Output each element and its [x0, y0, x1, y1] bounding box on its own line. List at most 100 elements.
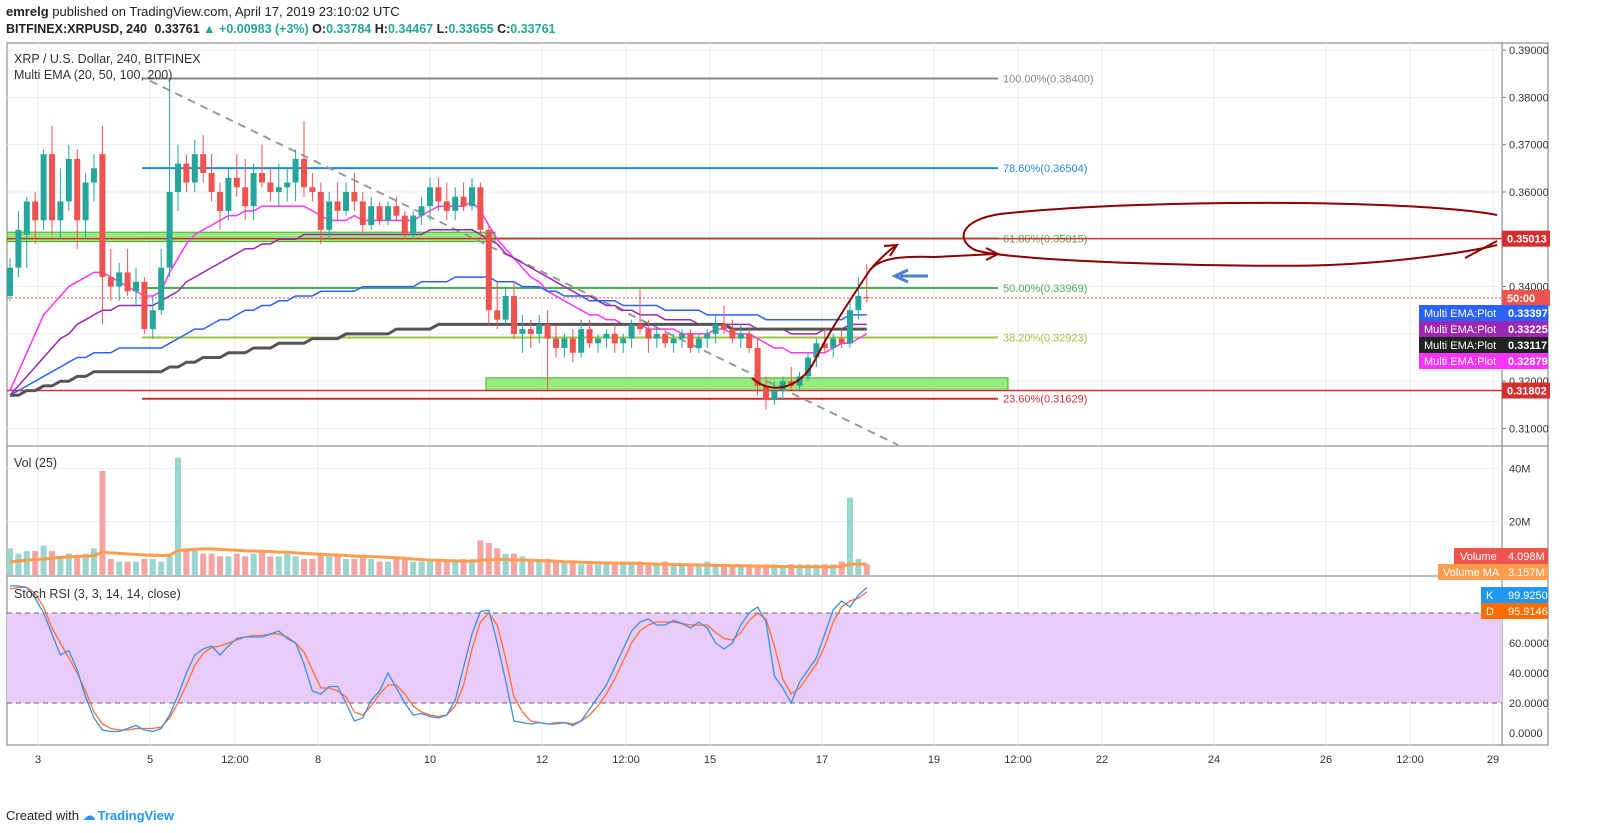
up-arrow-icon: ▲	[203, 22, 216, 36]
volume-tick-label: 40M	[1509, 463, 1530, 475]
fib-level-label: 38.20%(0.32923)	[1003, 333, 1087, 345]
candle-body	[292, 158, 299, 183]
x-tick-label: 12:00	[221, 754, 249, 766]
y-tick-label: 0.36000	[1509, 187, 1549, 199]
candle-body	[595, 338, 601, 344]
candle-body	[611, 333, 618, 344]
high-label: H:	[374, 22, 388, 36]
ema-plot-label: Multi EMA:Plot	[1424, 356, 1496, 368]
price-change: +0.00983 (+3%)	[219, 22, 309, 36]
volume-bar	[821, 564, 828, 575]
x-tick-label: 15	[704, 754, 716, 766]
x-tick-label: 12:00	[1004, 754, 1032, 766]
candle-body	[225, 177, 232, 211]
volume-bar	[141, 559, 148, 575]
volume-bar	[603, 561, 610, 575]
volume-bar	[721, 564, 727, 575]
candle-body	[452, 196, 459, 211]
open-value: 0.33784	[326, 22, 372, 36]
candle-body	[855, 296, 862, 311]
volume-bar	[653, 564, 660, 575]
candle-body	[410, 215, 417, 235]
volume-bar	[267, 556, 274, 575]
candle-body	[301, 158, 307, 188]
candle-body	[628, 324, 635, 339]
x-tick-label: 17	[816, 754, 828, 766]
drawn-ellipse	[962, 201, 1498, 267]
x-tick-label: 12	[536, 754, 548, 766]
volume-bar	[65, 553, 72, 575]
candle-body	[351, 191, 358, 202]
volume-bar	[82, 553, 89, 575]
tradingview-brand[interactable]: TradingView	[97, 808, 174, 823]
candle-body	[99, 154, 106, 278]
volume-bar	[511, 553, 517, 575]
price-label-bg	[1502, 382, 1550, 399]
author-name[interactable]: emrelg	[6, 4, 49, 19]
volume-bar	[502, 553, 509, 575]
candle-body	[712, 324, 719, 334]
volume-bar	[863, 564, 870, 575]
volume-label-bg	[1454, 548, 1548, 564]
volume-bar	[32, 551, 39, 575]
low-value: 0.33655	[448, 22, 494, 36]
candle-body	[847, 310, 853, 344]
candle-body	[183, 163, 190, 183]
volume-bar	[275, 556, 282, 575]
candle-body	[141, 281, 148, 330]
candle-body	[133, 281, 139, 292]
stoch-d-line	[9, 586, 868, 731]
volume-bar	[250, 553, 257, 575]
volume-bar	[49, 551, 55, 575]
volume-bar	[527, 559, 534, 575]
drawn-arrowhead	[883, 243, 899, 257]
volume-bar	[662, 561, 669, 575]
volume-bar	[536, 559, 543, 575]
candle-body	[175, 163, 181, 192]
volume-bar	[805, 564, 811, 575]
ema-plot-label: Multi EMA:Plot	[1424, 340, 1496, 352]
y-tick-label: 0.37000	[1509, 140, 1549, 152]
volume-bar	[368, 559, 375, 575]
volume-label-name: Volume MA	[1443, 567, 1500, 579]
candle-body	[116, 272, 123, 287]
candle-body	[771, 390, 778, 401]
volume-bar	[645, 564, 652, 575]
stoch-tick-label: 0.0000	[1509, 728, 1543, 740]
ema-plot-label: Multi EMA:Plot	[1424, 324, 1496, 336]
candle-body	[553, 338, 559, 349]
ema-plot-value: 0.32879	[1508, 356, 1548, 368]
tradingview-logo-icon[interactable]: ☁	[82, 808, 96, 823]
publish-info: emrelg published on TradingView.com, Apr…	[6, 4, 400, 19]
stoch-k-line	[10, 585, 868, 733]
candle-body	[670, 338, 677, 344]
candle-body	[217, 191, 223, 211]
x-tick-label: 29	[1487, 754, 1499, 766]
stoch-label-bg	[1481, 587, 1548, 603]
volume-bar	[401, 559, 408, 575]
candle-body	[393, 206, 400, 216]
candle-body	[838, 338, 845, 344]
candle-body	[729, 329, 736, 339]
volume-bar	[242, 556, 249, 575]
volume-label-value: 3.157M	[1508, 567, 1545, 579]
stoch-label-bg	[1481, 603, 1548, 619]
volume-bar	[443, 561, 450, 575]
candle-body	[376, 206, 383, 221]
drawn-tick	[1464, 240, 1498, 259]
candle-body	[721, 324, 727, 330]
fib-level-label: 50.00%(0.33969)	[1003, 283, 1087, 295]
volume-bar	[813, 564, 820, 575]
candle-body	[805, 357, 811, 377]
candle-body	[569, 338, 576, 353]
volume-bar	[217, 556, 223, 575]
volume-bar	[334, 556, 341, 575]
volume-bar	[788, 564, 795, 575]
created-with-text: Created with	[6, 808, 79, 823]
candle-body	[687, 333, 694, 349]
candle-body	[586, 329, 593, 344]
price-label: 0.35013	[1507, 234, 1547, 246]
volume-bar	[309, 559, 316, 575]
volume-bar	[208, 553, 215, 575]
